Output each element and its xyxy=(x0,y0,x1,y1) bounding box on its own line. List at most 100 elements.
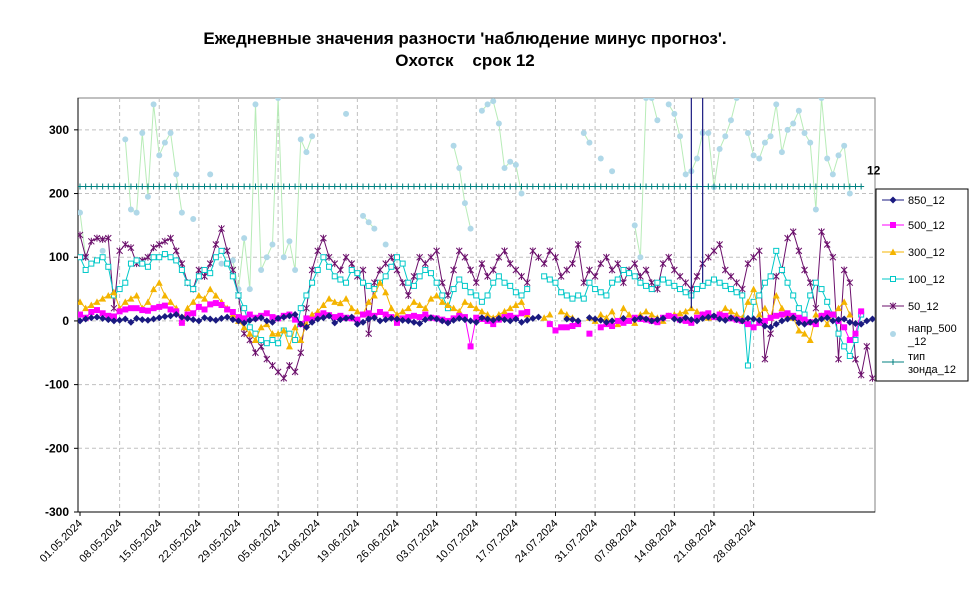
data-point xyxy=(637,254,644,261)
data-point xyxy=(563,292,570,299)
data-point xyxy=(393,266,401,274)
data-point xyxy=(348,313,356,321)
series-50_12 xyxy=(78,225,875,382)
data-point xyxy=(733,183,740,190)
data-point xyxy=(438,298,446,305)
data-point xyxy=(665,183,672,190)
data-point xyxy=(558,324,565,331)
data-point xyxy=(456,183,463,190)
data-point xyxy=(671,183,678,190)
data-point xyxy=(343,110,350,117)
data-point xyxy=(201,314,209,322)
data-point xyxy=(416,314,423,321)
data-point xyxy=(784,234,791,242)
data-point xyxy=(416,273,423,280)
data-point xyxy=(422,266,429,273)
data-point xyxy=(597,316,605,324)
data-point xyxy=(444,301,452,308)
data-point xyxy=(676,316,684,324)
data-point xyxy=(218,314,226,322)
data-point xyxy=(744,362,751,369)
data-point xyxy=(190,286,197,293)
data-point xyxy=(812,279,819,286)
data-point xyxy=(478,107,485,114)
data-point xyxy=(241,235,248,242)
data-point xyxy=(744,130,751,137)
data-point xyxy=(568,316,576,324)
data-point xyxy=(739,292,746,299)
data-point xyxy=(636,314,644,322)
data-point xyxy=(642,307,650,315)
data-point xyxy=(603,183,610,190)
data-point xyxy=(473,292,480,299)
data-point xyxy=(354,183,361,190)
data-point xyxy=(257,342,265,350)
series-line xyxy=(79,281,851,349)
data-point xyxy=(597,289,604,296)
series-тип-зонда_12 xyxy=(78,183,865,190)
data-point xyxy=(495,314,503,322)
data-point xyxy=(665,253,673,261)
data-point xyxy=(659,260,667,268)
data-point xyxy=(269,183,276,190)
data-point xyxy=(235,183,242,190)
data-point xyxy=(512,161,519,168)
data-point xyxy=(773,312,780,319)
data-point xyxy=(868,315,875,323)
data-point xyxy=(342,314,350,322)
data-point xyxy=(733,316,741,324)
data-point xyxy=(365,315,373,323)
data-point xyxy=(609,168,616,175)
data-point xyxy=(371,225,378,232)
data-point xyxy=(597,183,604,190)
data-point xyxy=(778,266,785,273)
data-point xyxy=(761,139,768,146)
data-point xyxy=(78,209,83,216)
data-point xyxy=(241,305,248,312)
data-point xyxy=(274,368,282,376)
data-point xyxy=(309,133,316,140)
data-point xyxy=(750,253,757,261)
data-point xyxy=(269,362,276,370)
data-point xyxy=(371,183,378,190)
data-point xyxy=(314,183,321,190)
data-point xyxy=(150,101,157,108)
data-point xyxy=(388,183,395,190)
y-tick-label: -100 xyxy=(45,378,69,392)
data-point xyxy=(78,311,83,318)
data-point xyxy=(404,304,412,312)
data-point xyxy=(127,183,134,190)
data-point xyxy=(693,272,701,280)
data-point xyxy=(824,155,831,162)
data-point xyxy=(167,130,174,137)
data-point xyxy=(659,314,667,322)
data-point xyxy=(523,279,531,287)
data-point xyxy=(478,298,485,305)
data-point xyxy=(173,257,180,264)
data-point xyxy=(302,323,310,331)
data-point xyxy=(337,183,344,190)
data-point xyxy=(812,206,819,213)
data-point xyxy=(155,279,163,286)
data-point xyxy=(99,295,107,302)
data-point xyxy=(467,225,474,232)
data-point xyxy=(529,247,537,255)
data-point xyxy=(841,343,848,350)
data-point xyxy=(382,288,390,296)
data-point xyxy=(507,158,514,165)
data-point xyxy=(291,368,299,376)
data-point xyxy=(710,312,718,320)
data-point xyxy=(382,241,389,248)
data-point xyxy=(337,266,344,274)
data-point xyxy=(161,251,168,258)
data-point xyxy=(427,314,435,322)
data-point xyxy=(682,289,689,296)
data-point xyxy=(212,316,220,324)
y-tick-label: 0 xyxy=(62,314,69,328)
data-point xyxy=(325,253,333,261)
data-point xyxy=(382,311,389,318)
data-point xyxy=(88,183,95,190)
data-point xyxy=(421,304,429,312)
data-point xyxy=(433,247,440,255)
data-point xyxy=(405,314,412,321)
